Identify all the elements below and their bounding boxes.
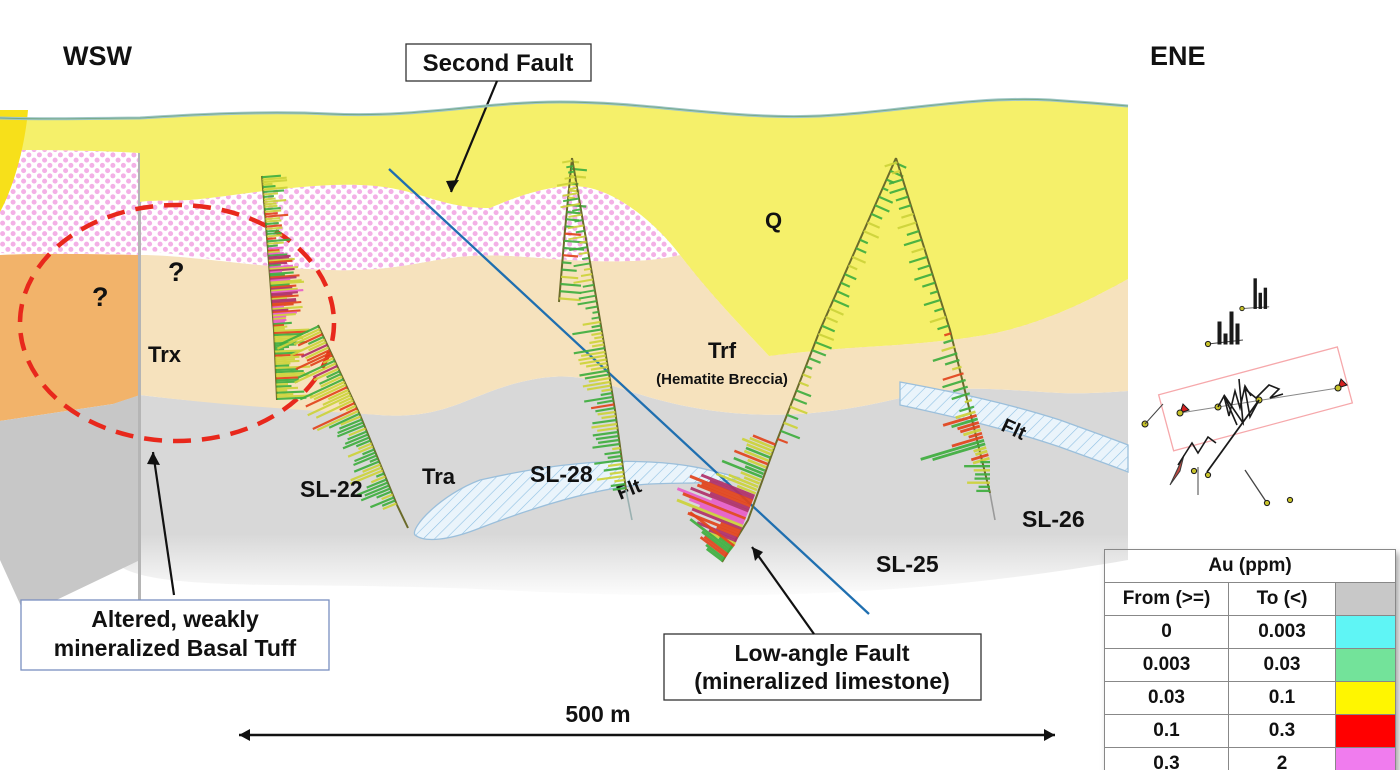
svg-text:(mineralized limestone): (mineralized limestone) [694, 668, 950, 694]
svg-text:Low-angle Fault: Low-angle Fault [734, 640, 909, 666]
svg-text:SL-22: SL-22 [300, 476, 363, 502]
svg-text:Second Fault: Second Fault [423, 50, 574, 77]
svg-text:Trf: Trf [708, 338, 737, 363]
svg-text:SL-25: SL-25 [876, 551, 939, 577]
svg-text:Trx: Trx [148, 342, 182, 367]
svg-text:?: ? [168, 257, 185, 287]
svg-text:500 m: 500 m [565, 701, 630, 727]
svg-text:SL-28: SL-28 [530, 461, 593, 487]
svg-text:WSW: WSW [63, 41, 132, 71]
svg-text:?: ? [92, 282, 109, 312]
svg-text:SL-26: SL-26 [1022, 506, 1085, 532]
svg-text:Q: Q [765, 208, 782, 233]
svg-text:(Hematite Breccia): (Hematite Breccia) [656, 371, 788, 388]
svg-text:ENE: ENE [1150, 41, 1206, 71]
svg-text:mineralized Basal Tuff: mineralized Basal Tuff [54, 635, 297, 661]
svg-text:Altered, weakly: Altered, weakly [91, 606, 259, 632]
svg-text:Tra: Tra [422, 464, 456, 489]
